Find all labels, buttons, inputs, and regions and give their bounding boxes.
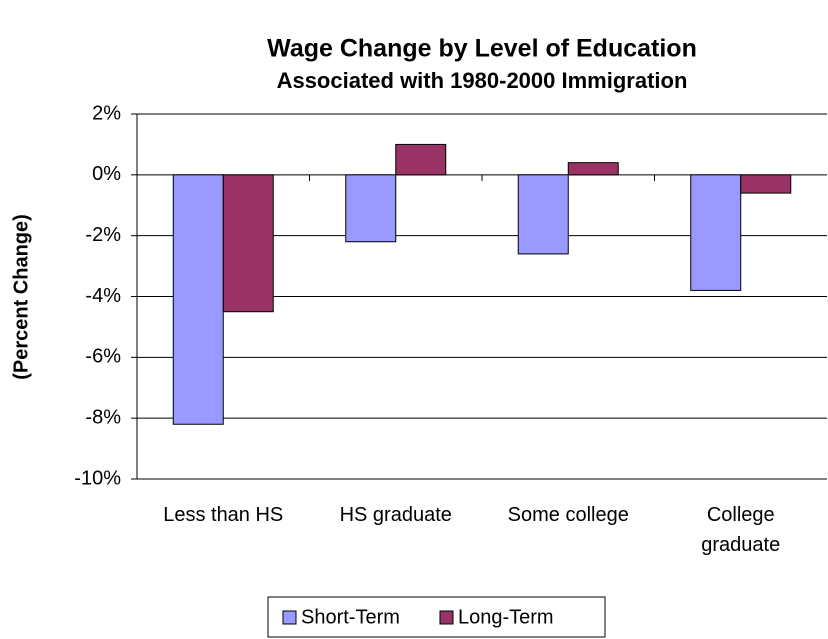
y-tick-label: -8% (85, 406, 121, 428)
bar (740, 174, 792, 194)
x-tick-label-box: Some college (507, 504, 629, 526)
y-axis-label: (Percent Change) (10, 214, 32, 380)
x-tick-label: Less than HS (163, 504, 284, 526)
chart-title: Wage Change by Level of Education (267, 35, 697, 63)
x-tick-label: College graduate (701, 504, 781, 556)
y-tick-label: -6% (85, 346, 121, 368)
legend-swatch (439, 610, 454, 625)
bar (222, 174, 274, 313)
legend-swatch (282, 610, 297, 625)
x-tick-label: HS graduate (339, 504, 452, 526)
x-tick-label-box: Less than HS (163, 504, 284, 526)
bar (345, 174, 397, 243)
legend-label: Short-Term (301, 606, 400, 628)
y-tick-label: 2% (92, 102, 121, 124)
y-tick-label: 0% (92, 163, 121, 185)
bar (517, 174, 569, 255)
legend-label: Long-Term (458, 606, 554, 628)
y-tick-label: -4% (85, 285, 121, 307)
x-tick-label-box: College graduate (701, 504, 781, 556)
chart-subtitle: Associated with 1980-2000 Immigration (277, 68, 688, 93)
bar (567, 162, 619, 176)
y-tick-label: -2% (85, 224, 121, 246)
y-tick-label: -10% (74, 467, 121, 489)
x-tick-label: Some college (507, 504, 629, 526)
bar (690, 174, 742, 291)
bar (172, 174, 224, 425)
bar (395, 143, 447, 176)
legend-box (267, 596, 606, 638)
x-tick-label-box: HS graduate (339, 504, 452, 526)
